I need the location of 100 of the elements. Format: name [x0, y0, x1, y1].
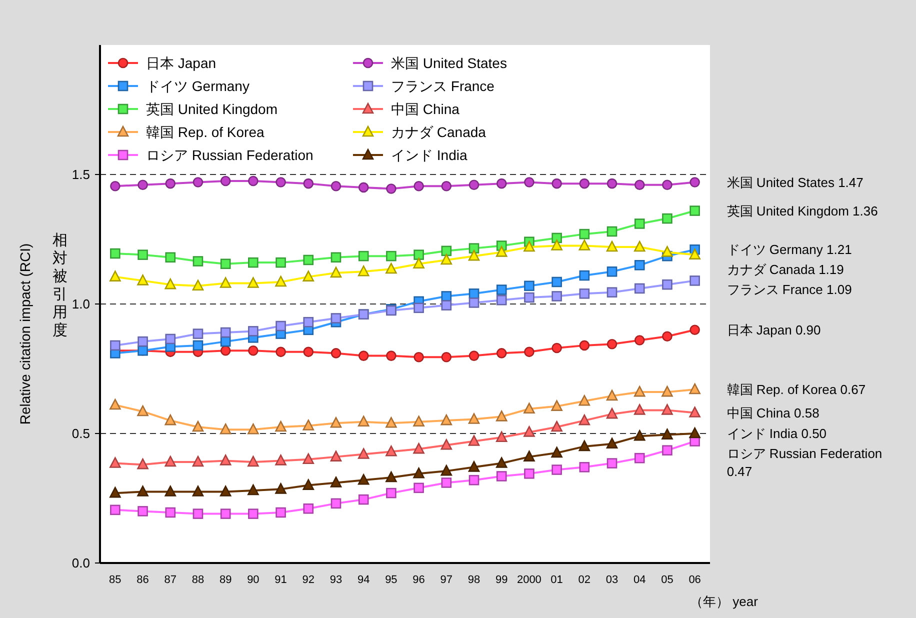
point [276, 320, 286, 332]
point [358, 416, 370, 426]
annotation: ロシア Russian Federation 0.47 [726, 446, 882, 480]
point [441, 352, 452, 362]
point [524, 402, 535, 414]
y-tick-label: 0.0 [72, 556, 90, 571]
point [386, 262, 397, 274]
point [524, 346, 534, 358]
point [192, 328, 204, 339]
point [662, 445, 672, 456]
point [302, 453, 314, 464]
point [690, 324, 700, 336]
legend-label: 英国 United Kingdom [146, 100, 278, 117]
point [496, 178, 507, 189]
point [192, 177, 204, 188]
point [552, 342, 562, 354]
point [662, 180, 672, 190]
point [276, 346, 286, 358]
point [496, 431, 508, 442]
x-axis-title: （年） year [690, 594, 759, 609]
point [551, 420, 562, 432]
point [496, 471, 507, 482]
point [578, 440, 590, 452]
annotation: 韓国 Rep. of Korea 0.67 [726, 382, 866, 398]
point [578, 414, 590, 426]
point [662, 213, 672, 224]
point [386, 250, 396, 262]
point [358, 448, 370, 459]
point [137, 486, 148, 496]
y-tick-label: 0.5 [72, 426, 90, 442]
point [524, 292, 534, 303]
point [496, 246, 508, 257]
point [192, 280, 204, 291]
point [138, 336, 148, 347]
point [386, 445, 397, 456]
point [358, 494, 369, 505]
point [220, 423, 232, 434]
legend-label: ロシア Russian Federation [146, 146, 314, 163]
point [303, 316, 314, 328]
point [690, 177, 700, 188]
point [689, 248, 700, 260]
y-tick-label: 1.0 [72, 296, 90, 312]
point [330, 181, 342, 192]
point [496, 348, 507, 358]
point [275, 420, 286, 432]
point [110, 457, 121, 468]
point [330, 266, 342, 278]
point [468, 243, 480, 254]
point [330, 476, 342, 488]
y-axis-title: Relative citation impact (RCI) [17, 243, 33, 425]
x-tick-label: 91 [274, 574, 287, 586]
point [496, 294, 507, 306]
point [634, 218, 645, 229]
point [164, 456, 176, 467]
x-tick-label: 2000 [516, 574, 542, 586]
point [606, 240, 618, 252]
point [276, 507, 286, 518]
point [303, 346, 314, 358]
point [578, 394, 590, 406]
point [441, 478, 452, 488]
point [414, 302, 424, 314]
point [524, 468, 534, 479]
legend-label: 韓国 Rep. of Korea [146, 124, 264, 140]
x-tick-label: 96 [412, 574, 425, 586]
point [276, 177, 286, 188]
point [220, 454, 232, 466]
point [606, 438, 618, 449]
point [386, 416, 397, 428]
x-tick-label: 86 [136, 574, 149, 586]
point [634, 260, 645, 270]
point [468, 180, 480, 190]
annotation: 中国 China 0.58 [726, 405, 820, 420]
annotation: 英国 United Kingdom 1.36 [726, 203, 878, 218]
x-tick-label: 98 [468, 574, 480, 586]
point [330, 252, 342, 263]
point [606, 266, 618, 277]
point [302, 479, 314, 490]
point [441, 300, 452, 310]
point [689, 406, 700, 418]
point [192, 340, 204, 351]
point [524, 450, 535, 462]
point [551, 400, 562, 411]
point [275, 454, 286, 466]
point [690, 206, 700, 216]
point [358, 182, 369, 193]
point [662, 386, 673, 397]
y-tick-label: 1.5 [72, 167, 90, 182]
point [496, 410, 508, 422]
point [164, 414, 176, 426]
point [662, 404, 673, 415]
point [606, 338, 618, 350]
point [634, 452, 645, 464]
point [579, 288, 590, 299]
x-tick-label: 90 [247, 574, 260, 586]
point [137, 274, 148, 286]
point [414, 181, 424, 192]
point [137, 405, 148, 416]
point [606, 178, 618, 189]
legend-label: 米国 United States [391, 54, 507, 71]
point [468, 350, 480, 361]
